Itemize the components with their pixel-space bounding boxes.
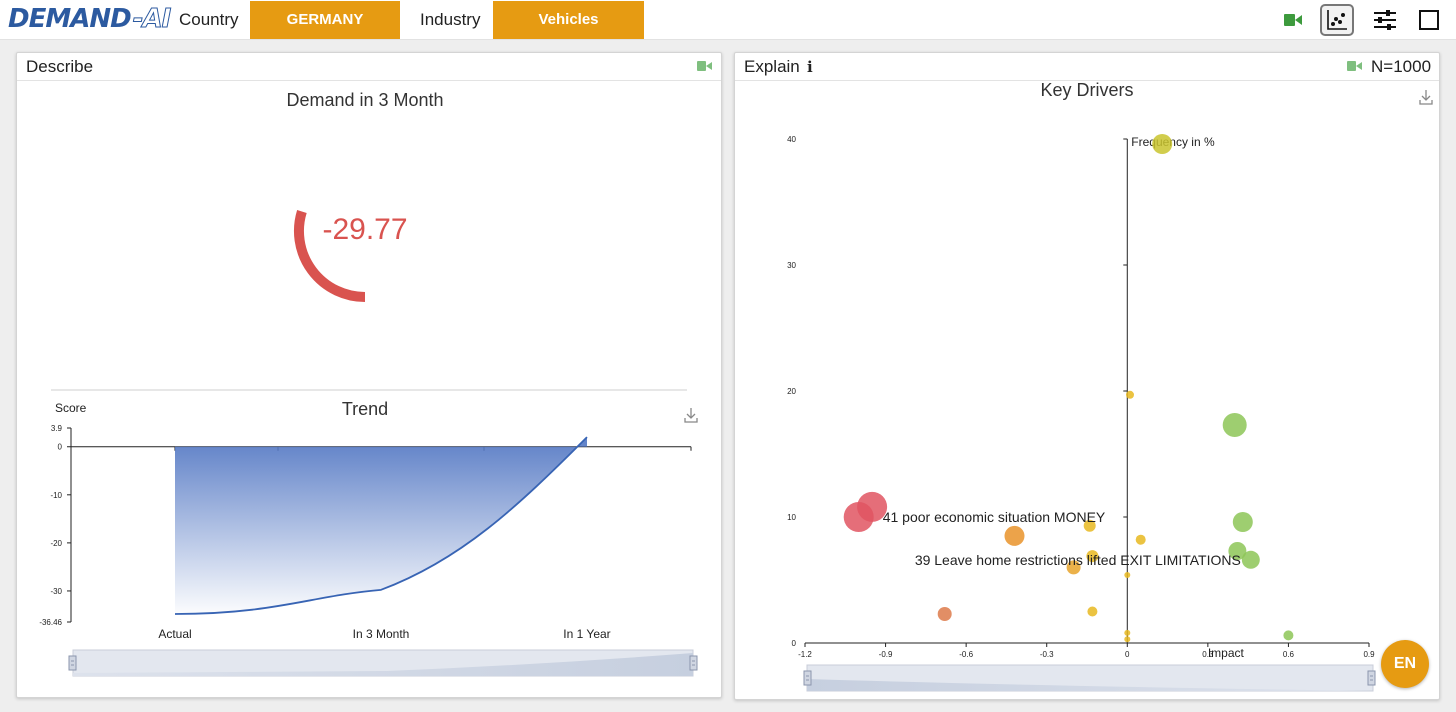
x-category-label: Actual (158, 627, 191, 641)
slider-handle-left[interactable] (803, 670, 812, 686)
describe-panel-header: Describe (17, 53, 721, 81)
sliders-icon[interactable] (1368, 4, 1402, 36)
scatter-chart-icon[interactable] (1320, 4, 1354, 36)
country-label: Country (179, 10, 239, 29)
driver-label: 39 Leave home restrictions lifted EXIT L… (915, 552, 1241, 568)
y-tick-label: -10 (50, 491, 62, 500)
driver-bubble[interactable] (1124, 636, 1131, 643)
driver-bubble[interactable] (1004, 525, 1025, 546)
country-select[interactable]: GERMANY (250, 1, 400, 39)
trend-area (175, 437, 587, 615)
gauge-value: -29.77 (322, 213, 407, 246)
driver-bubble[interactable] (843, 502, 874, 532)
x-axis-title: Impact (1208, 646, 1245, 660)
x-tick-label: -0.3 (1040, 650, 1054, 659)
download-icon[interactable] (682, 406, 700, 424)
y-tick-label: -30 (50, 587, 62, 596)
info-icon[interactable]: i (807, 58, 813, 76)
driver-bubble[interactable] (1135, 534, 1146, 545)
y-tick-label: -36.46 (39, 618, 62, 627)
explain-content: Key Drivers 0 10 20 30 40 Frequency in % -1.2 -… (787, 81, 1435, 692)
x-tick-label: 0.9 (1363, 650, 1375, 659)
driver-bubble[interactable] (937, 607, 952, 621)
app-logo: DEMAND-AI (8, 4, 172, 35)
gauge-title: Demand in 3 Month (286, 90, 443, 110)
slider-handle-right[interactable] (689, 655, 698, 671)
driver-bubble[interactable] (1232, 512, 1253, 532)
x-tick-label: -0.6 (959, 650, 973, 659)
driver-bubble[interactable] (1228, 542, 1247, 560)
y-tick-label: 30 (787, 261, 796, 270)
explain-panel-header: Explain i N=1000 (735, 53, 1439, 81)
x-tick-label: -1.2 (798, 650, 812, 659)
trend-chart: 3.9 0 -10 -20 -30 -36.46 Actual In 3 Month In 1 … (39, 424, 692, 641)
sample-size: N=1000 (1371, 57, 1432, 76)
square-icon[interactable] (1412, 4, 1446, 36)
key-drivers-chart: 0 10 20 30 40 Frequency in % -1.2 -0.9 -0.6 -0.3 0… (787, 134, 1375, 660)
top-bar: DEMAND-AI Country GERMANY Industry Vehic… (0, 0, 1456, 40)
driver-bubble[interactable] (1087, 606, 1098, 617)
driver-bubble[interactable] (1083, 519, 1096, 532)
x-category-label: In 3 Month (353, 627, 410, 641)
y-tick-label: 0 (58, 443, 63, 452)
driver-bubble[interactable] (1152, 134, 1173, 154)
driver-bubble[interactable] (1124, 629, 1131, 636)
gauge-arc (293, 210, 366, 302)
video-icon[interactable] (1276, 4, 1310, 36)
y-axis-title: Frequency in % (1131, 135, 1215, 149)
x-category-label: In 1 Year (563, 627, 610, 641)
language-button[interactable]: EN (1381, 640, 1429, 688)
describe-title: Describe (26, 57, 94, 76)
driver-bubble[interactable] (1066, 560, 1081, 575)
y-tick-label: 3.9 (51, 424, 63, 433)
trend-title: Trend (342, 399, 388, 419)
y-tick-label: 40 (787, 135, 796, 144)
logo-ai-text: -AI (132, 4, 172, 35)
trend-y-title: Score (55, 401, 87, 415)
slider-handle-left[interactable] (68, 655, 77, 671)
scatter-range-slider[interactable] (806, 664, 1374, 692)
y-tick-label: -20 (50, 539, 62, 548)
driver-bubble[interactable] (1283, 630, 1294, 641)
x-tick-label: 0.3 (1202, 650, 1214, 659)
driver-bubble[interactable] (1241, 550, 1260, 569)
y-tick-label: 10 (787, 513, 796, 522)
driver-label: 41 poor economic situation MONEY (883, 509, 1106, 525)
driver-bubble[interactable] (1124, 572, 1131, 578)
logo-text: DEMAND (8, 4, 132, 34)
y-tick-label: 0 (792, 639, 797, 648)
x-tick-label: -0.9 (879, 650, 893, 659)
trend-range-slider[interactable] (72, 649, 694, 677)
industry-label: Industry (420, 10, 481, 29)
describe-panel: Describe Demand in 3 Month -29.77 Score … (16, 52, 722, 698)
download-icon[interactable] (1417, 88, 1435, 106)
key-drivers-title: Key Drivers (1040, 81, 1133, 100)
slider-handle-right[interactable] (1367, 670, 1376, 686)
trend-line (174, 436, 588, 615)
explain-title: Explain (744, 57, 800, 76)
driver-bubble[interactable] (1086, 550, 1099, 563)
x-tick-label: 0 (1125, 650, 1130, 659)
driver-bubble[interactable] (1126, 390, 1134, 399)
explain-panel: Explain i N=1000 Key Drivers 0 10 20 30 40 Fr… (734, 52, 1440, 700)
y-tick-label: 20 (787, 387, 796, 396)
describe-content: Demand in 3 Month -29.77 Score Trend 3.9… (39, 90, 700, 677)
driver-bubble[interactable] (1222, 413, 1247, 437)
industry-select[interactable]: Vehicles (493, 1, 644, 39)
x-tick-label: 0.6 (1283, 650, 1295, 659)
